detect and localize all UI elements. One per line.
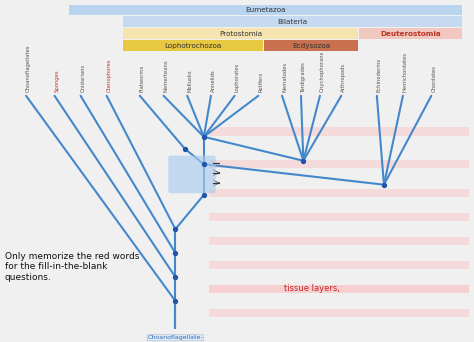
Text: Choanoflagellate-: Choanoflagellate- [147,335,203,340]
Text: Arthropods: Arthropods [341,63,346,92]
Text: Deuterostomia: Deuterostomia [380,31,441,37]
Bar [264,40,358,51]
Bar [209,285,469,293]
Point [200,192,208,198]
Text: Only memorize the red words
for the fill-in-the-blank
questions.: Only memorize the red words for the fill… [5,252,139,282]
Text: Tardigrades: Tardigrades [301,62,306,92]
Point [300,158,307,163]
Bar [209,309,469,317]
Text: Eumetazoa: Eumetazoa [245,7,286,13]
Point [172,250,179,256]
Text: Onychophorans: Onychophorans [320,51,325,92]
Text: Nemerteans: Nemerteans [164,60,169,92]
Point [172,274,179,280]
Point [200,134,208,140]
Text: Ctenophores: Ctenophores [107,59,112,92]
Text: Nematodes: Nematodes [282,62,287,92]
Text: Rotifers: Rotifers [258,72,264,92]
Point [172,298,179,304]
Bar [209,189,469,197]
Text: Lophorates: Lophorates [235,63,240,92]
Text: Chordates: Chordates [431,65,437,92]
Text: Ecdysozoa: Ecdysozoa [292,43,330,49]
Text: Sponges: Sponges [55,70,60,92]
Text: Choanoflagellates: Choanoflagellates [26,45,31,92]
Bar [359,28,462,39]
Bar [209,261,469,269]
Bar [209,160,469,168]
Point [200,161,208,167]
Text: Flatworms: Flatworms [140,65,145,92]
Point [380,182,388,187]
Text: Bilateria: Bilateria [278,19,308,25]
Text: Annelids: Annelids [211,69,216,92]
Bar [209,285,469,293]
Bar [209,237,469,245]
Point [181,146,189,152]
Text: Mollusks: Mollusks [187,70,192,92]
Point [172,226,179,232]
Text: Lophotrochozoa: Lophotrochozoa [164,43,222,49]
FancyBboxPatch shape [168,156,216,193]
Bar [123,28,358,39]
Text: Cnidarians: Cnidarians [81,64,86,92]
Bar [69,5,462,15]
Text: Hemichordates: Hemichordates [403,52,408,92]
Text: Protostomia: Protostomia [219,31,262,37]
Bar [209,127,469,136]
Bar [209,213,469,221]
Text: Echinoderms: Echinoderms [377,58,382,92]
Text: tissue layers,: tissue layers, [284,285,340,293]
Bar [123,40,263,51]
Bar [123,16,462,27]
